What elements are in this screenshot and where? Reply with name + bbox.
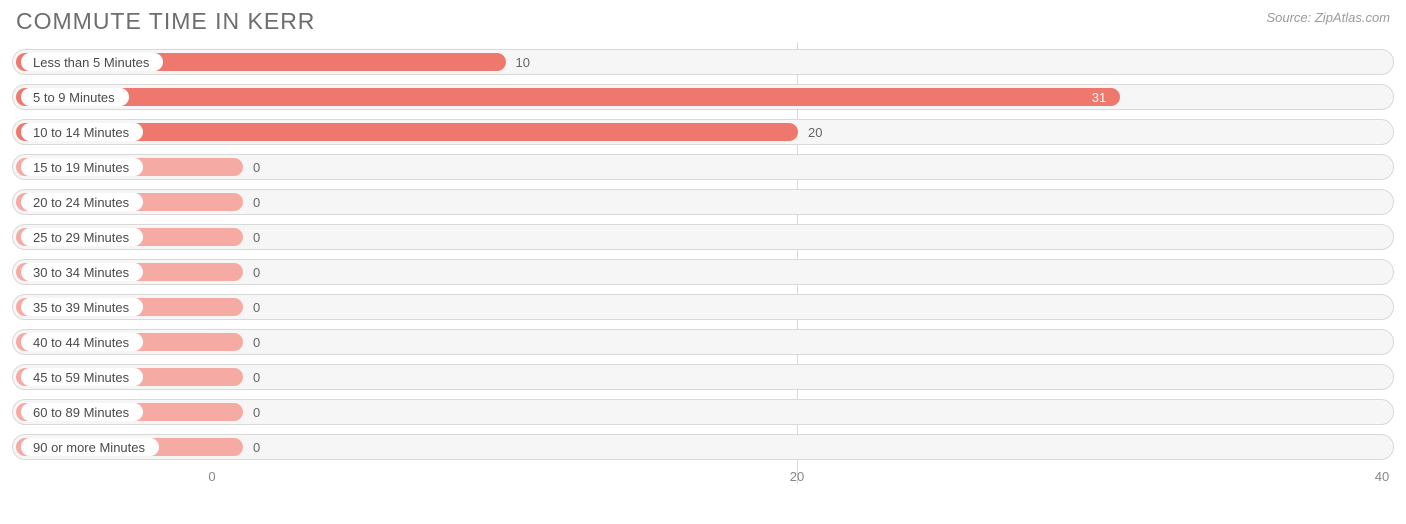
bar-value: 0: [253, 155, 260, 179]
x-tick: 40: [1375, 469, 1389, 484]
bar-label-pill: 60 to 89 Minutes: [21, 403, 143, 421]
bar-value: 31: [1092, 85, 1106, 109]
bar-label-pill: 25 to 29 Minutes: [21, 228, 143, 246]
bar-value: 20: [808, 120, 822, 144]
bar-row: 30 to 34 Minutes 0: [12, 259, 1394, 285]
bar-value: 0: [253, 435, 260, 459]
bar-label-pill: 40 to 44 Minutes: [21, 333, 143, 351]
bar-value: 0: [253, 225, 260, 249]
bar-value: 10: [516, 50, 530, 74]
bar-label-pill: 30 to 34 Minutes: [21, 263, 143, 281]
bar-label-pill: 5 to 9 Minutes: [21, 88, 129, 106]
bar-label-pill: Less than 5 Minutes: [21, 53, 163, 71]
bar-row: 45 to 59 Minutes 0: [12, 364, 1394, 390]
x-tick: 0: [208, 469, 215, 484]
chart-header: COMMUTE TIME IN KERR Source: ZipAtlas.co…: [12, 8, 1394, 35]
bar-value: 0: [253, 365, 260, 389]
bar-label-pill: 15 to 19 Minutes: [21, 158, 143, 176]
bar-label-pill: 20 to 24 Minutes: [21, 193, 143, 211]
chart-area: Less than 5 Minutes 10 5 to 9 Minutes 31 10 …: [12, 49, 1394, 460]
bar-row: 20 to 24 Minutes 0: [12, 189, 1394, 215]
bar-value: 0: [253, 400, 260, 424]
bar-label-pill: 45 to 59 Minutes: [21, 368, 143, 386]
bar-row: 40 to 44 Minutes 0: [12, 329, 1394, 355]
bar: [16, 88, 1120, 106]
bar-row: 90 or more Minutes 0: [12, 434, 1394, 460]
bar-row: 25 to 29 Minutes 0: [12, 224, 1394, 250]
bar-value: 0: [253, 190, 260, 214]
x-axis: 0 20 40: [12, 469, 1394, 499]
bar-label-pill: 10 to 14 Minutes: [21, 123, 143, 141]
bar-row: Less than 5 Minutes 10: [12, 49, 1394, 75]
bar-value: 0: [253, 330, 260, 354]
bar-row: 5 to 9 Minutes 31: [12, 84, 1394, 110]
chart-title: COMMUTE TIME IN KERR: [16, 8, 315, 35]
bar-row: 35 to 39 Minutes 0: [12, 294, 1394, 320]
bar-row: 10 to 14 Minutes 20: [12, 119, 1394, 145]
chart-source: Source: ZipAtlas.com: [1266, 10, 1390, 25]
bar-row: 15 to 19 Minutes 0: [12, 154, 1394, 180]
chart-container: COMMUTE TIME IN KERR Source: ZipAtlas.co…: [0, 0, 1406, 524]
bar-label-pill: 90 or more Minutes: [21, 438, 159, 456]
x-tick: 20: [790, 469, 804, 484]
bar-value: 0: [253, 260, 260, 284]
bar-value: 0: [253, 295, 260, 319]
bar-row: 60 to 89 Minutes 0: [12, 399, 1394, 425]
bar-label-pill: 35 to 39 Minutes: [21, 298, 143, 316]
